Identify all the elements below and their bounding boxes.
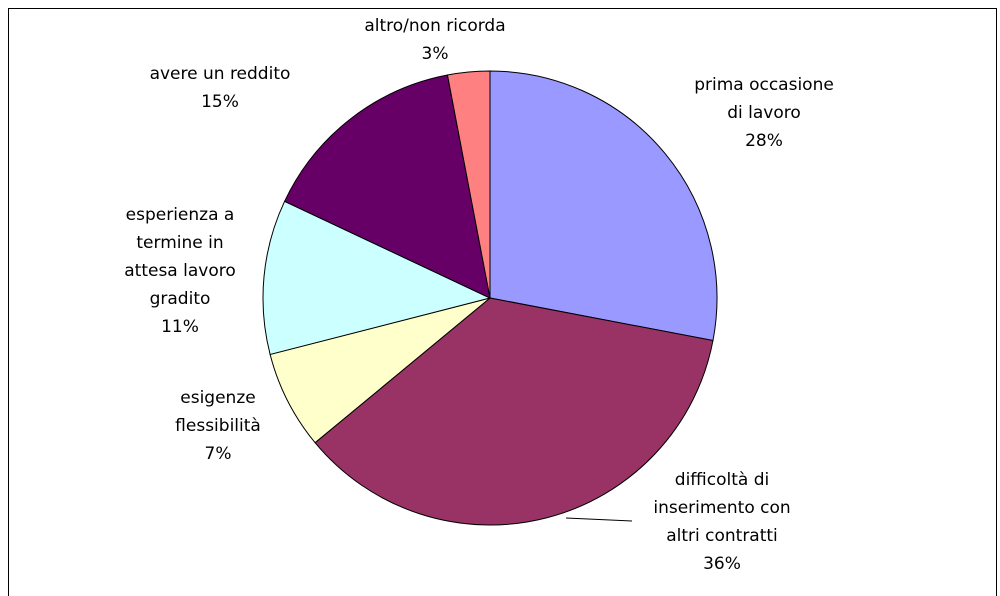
value-label: 7% bbox=[205, 444, 232, 464]
slice-label: inserimento con bbox=[653, 498, 790, 518]
value-label: 11% bbox=[161, 317, 199, 337]
slice-label: esigenze bbox=[180, 388, 255, 408]
pie-slice bbox=[262, 200, 492, 356]
slice-label: altro/non ricorda bbox=[364, 16, 505, 36]
slice-label: prima occasione bbox=[694, 75, 834, 95]
slice-label: gradito bbox=[150, 289, 211, 309]
pie-slice bbox=[489, 70, 718, 342]
slice-label: termine in bbox=[136, 233, 223, 253]
slice-label: esperienza a bbox=[126, 205, 235, 225]
value-label: 28% bbox=[745, 131, 783, 151]
value-label: 36% bbox=[703, 554, 741, 574]
slice-label: attesa lavoro bbox=[124, 261, 236, 281]
slice-label: flessibilità bbox=[175, 416, 261, 436]
slice-label: difficoltà di bbox=[675, 470, 769, 490]
leader-line bbox=[565, 517, 633, 522]
value-label: 15% bbox=[201, 92, 239, 112]
value-label: 3% bbox=[422, 44, 449, 64]
slice-label: di lavoro bbox=[727, 103, 801, 123]
pie-slice bbox=[314, 297, 714, 526]
slice-label: altri contratti bbox=[666, 526, 778, 546]
slice-label: avere un reddito bbox=[150, 64, 291, 84]
pie-slice bbox=[446, 70, 491, 299]
pie-slice bbox=[283, 74, 491, 299]
